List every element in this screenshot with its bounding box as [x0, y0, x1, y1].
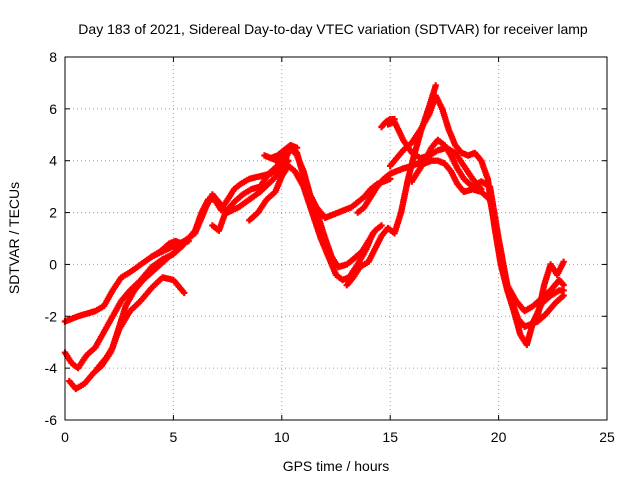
y-tick-label: 8	[49, 49, 57, 65]
data-point	[391, 116, 398, 123]
data-point	[432, 82, 439, 89]
series-arc-1	[61, 149, 292, 372]
series-arc-15	[378, 116, 398, 131]
x-tick-label: 5	[170, 429, 178, 445]
x-tick-label: 25	[599, 429, 615, 445]
series-arc-7	[246, 162, 377, 284]
y-tick-label: -4	[45, 360, 58, 376]
grid	[65, 57, 607, 420]
y-tick-label: 0	[49, 256, 57, 272]
data-point	[478, 186, 485, 193]
x-tick-labels: 0 5 10 15 20 25	[61, 429, 615, 445]
data-point	[378, 222, 385, 229]
x-tick-label: 15	[382, 429, 398, 445]
data-point	[560, 282, 567, 289]
x-tick-label: 10	[274, 429, 290, 445]
y-tick-label: 6	[49, 101, 57, 117]
axis-ticks	[64, 56, 608, 421]
series-arc-14	[261, 142, 301, 164]
series-arc-13	[527, 258, 567, 330]
series-arc-4	[94, 243, 186, 372]
data-point	[293, 144, 301, 151]
y-tick-label: 2	[49, 205, 57, 221]
data-point	[181, 289, 188, 297]
y-tick-label: 4	[49, 153, 57, 169]
y-axis-label: SDTVAR / TECUs	[6, 182, 22, 294]
x-tick-label: 20	[491, 429, 507, 445]
data-point	[369, 230, 377, 237]
chart-title: Day 183 of 2021, Sidereal Day-to-day VTE…	[78, 21, 588, 37]
plot-frame	[64, 56, 608, 421]
y-tick-labels: -6 -4 -2 0 2 4 6 8	[45, 49, 58, 428]
series-arc-16	[148, 237, 192, 260]
data-point	[185, 237, 192, 245]
data-point	[560, 258, 567, 265]
x-tick-label: 0	[61, 429, 69, 445]
y-tick-label: -6	[45, 412, 58, 428]
data-marks	[61, 82, 567, 393]
series-arc-10	[408, 136, 567, 315]
series-arc-12	[343, 82, 439, 289]
x-axis-label: GPS time / hours	[283, 458, 390, 474]
y-tick-label: -2	[45, 308, 58, 324]
